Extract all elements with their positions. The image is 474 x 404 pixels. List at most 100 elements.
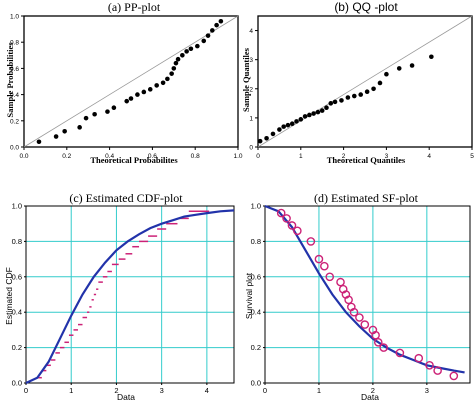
y-tick-label-0: 0 [249,145,253,152]
data-point-2 [62,128,67,134]
data-point-23 [377,80,383,86]
y-tick-label-5: 1.0 [251,202,261,211]
x-tick-label-0: 0 [263,386,267,395]
y-tick-label-4: 4 [249,28,253,35]
data-point-27 [214,22,219,28]
panel-d-x-axis-label: Data [361,392,379,402]
data-point-2 [270,131,276,137]
x-tick-label-1: 1 [317,386,321,395]
y-tick-label-2: 0.4 [251,308,261,317]
y-tick-label-5: 1.0 [12,202,22,211]
panel-b-x-axis-label: Theoretical Quantiles [327,155,406,165]
survival-point-0 [276,208,286,218]
data-point-28 [218,18,224,24]
data-point-4 [83,115,89,121]
y-tick-label-2: 0.4 [10,92,19,99]
x-tick-label-3: 0.6 [148,153,157,160]
panel-c-title: (c) Estimated CDF-plot [69,191,183,205]
data-point-19 [352,93,357,99]
panel-c-cdf-plot: (c) Estimated CDF-plot Data Estimated CD… [4,191,235,402]
data-point-10 [135,92,140,97]
data-point-18 [173,60,179,66]
survival-point-22 [425,360,434,370]
x-tick-label-1: 0.2 [62,153,71,160]
x-tick-label-2: 2 [371,386,375,395]
panel-c-x-axis-label: Data [117,392,135,402]
x-tick-label-1: 1 [69,386,73,395]
survival-point-11 [344,295,353,305]
data-point-9 [128,96,134,101]
x-tick-label-5: 5 [470,153,474,160]
survival-point-19 [379,343,388,352]
data-point-12 [315,109,321,115]
y-tick-label-0: 0.0 [12,379,22,388]
data-point-6 [105,109,110,114]
data-point-3 [77,125,82,130]
data-point-13 [154,83,159,88]
x-tick-label-2: 0.4 [105,153,114,160]
survival-point-20 [395,348,405,358]
y-tick-label-0: 0.0 [10,145,19,152]
plot-frame [25,205,235,384]
survival-point-7 [325,272,335,282]
y-tick-label-3: 0.6 [10,66,19,73]
data-point-24 [201,38,207,44]
survival-point-14 [355,313,364,322]
data-point-22 [371,86,376,92]
panel-a-title: (a) PP-plot [108,0,161,14]
plot-frame [257,15,473,148]
y-tick-label-2: 2 [249,86,253,93]
data-point-11 [311,111,316,116]
panel-a-x-axis-label: Theoretical Probabilites [90,155,178,165]
panel-d-title: (d) Estimated SF-plot [314,191,419,205]
x-tick-label-4: 4 [427,153,431,160]
data-point-20 [180,53,185,58]
data-point-25 [205,33,211,38]
y-tick-label-0: 0.0 [251,379,261,388]
y-tick-label-1: 0.2 [251,343,261,352]
data-point-20 [358,92,364,97]
panel-a-y-axis-label: Sample Probabilities [5,42,15,118]
data-point-23 [195,43,200,49]
data-point-22 [188,46,194,52]
data-point-27 [429,54,434,60]
survival-point-1 [282,214,291,223]
data-point-17 [339,98,344,103]
survival-point-21 [414,353,424,363]
x-tick-label-1: 1 [299,153,303,160]
reference-line [257,15,473,148]
x-tick-label-3: 3 [160,386,164,395]
data-point-7 [111,105,117,110]
data-point-5 [285,122,291,128]
data-point-15 [165,76,170,82]
x-tick-label-3: 3 [425,386,429,395]
y-tick-label-5: 1.0 [10,14,19,21]
data-point-13 [319,108,325,113]
data-point-17 [171,66,177,71]
data-point-1 [264,135,269,141]
plot-frame [264,205,471,384]
x-tick-label-0: 0 [256,153,260,160]
data-point-4 [281,124,286,129]
survival-point-6 [320,261,329,271]
panel-b-y-axis-label: Sample Quantiles [241,47,251,112]
data-point-21 [184,49,189,54]
data-point-12 [147,87,153,92]
survival-point-5 [314,254,324,264]
survival-point-17 [371,330,380,340]
data-point-19 [175,56,181,62]
data-point-8 [124,98,130,104]
survival-point-3 [293,226,302,236]
y-tick-label-3: 0.6 [12,272,22,281]
panel-a-pp-plot: (a) PP-plot Theoretical Probabilites Sam… [5,0,243,165]
data-point-14 [324,105,329,110]
y-tick-label-1: 0.2 [12,343,22,352]
x-tick-label-2: 2 [114,386,118,395]
survival-point-23 [433,366,442,375]
x-tick-label-3: 3 [385,153,389,160]
data-point-7 [294,119,299,124]
panel-d-sf-plot: (d) Estimated SF-plot Data Survival plot… [244,191,471,402]
data-point-26 [210,28,215,33]
survival-point-13 [349,307,359,317]
